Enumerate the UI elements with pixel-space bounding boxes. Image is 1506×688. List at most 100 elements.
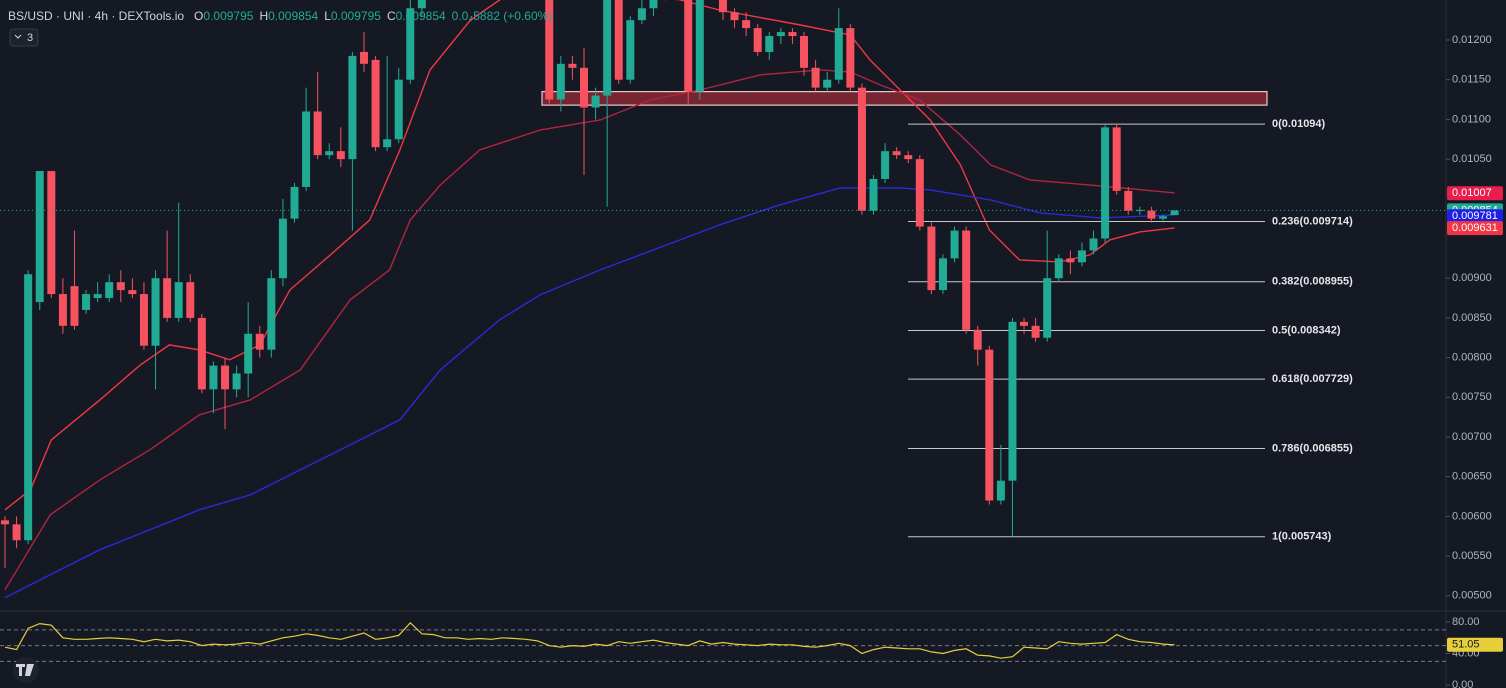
legend-change: 0.0₄5882 (+0.60%): [452, 9, 553, 23]
candle-body: [406, 8, 415, 80]
candle-body: [695, 0, 704, 92]
candle-body: [1066, 258, 1075, 263]
candle-body: [881, 151, 890, 179]
candle-body: [70, 286, 79, 326]
price-label-box: [1447, 186, 1503, 201]
candle-body: [116, 282, 125, 291]
indicator-toggle[interactable]: [9, 28, 39, 47]
legend-key: L: [324, 9, 331, 23]
candle-body: [603, 0, 612, 96]
candle-body: [1031, 325, 1040, 338]
fib-label: 0.236(0.009714): [1272, 215, 1353, 227]
legend-key: H: [259, 9, 268, 23]
candle-body: [290, 186, 299, 219]
candle-body: [174, 282, 183, 318]
y-tick-label: 0.00650: [1452, 471, 1492, 483]
candle-body: [614, 0, 623, 80]
fib-label: 1(0.005743): [1272, 531, 1332, 543]
candle-body: [244, 333, 253, 374]
price-axis: 0.012000.011500.011000.010500.009000.008…: [1446, 34, 1503, 688]
candle-body: [834, 28, 843, 80]
legend-key: O: [194, 9, 203, 23]
y-tick-label: 0.00600: [1452, 510, 1492, 522]
candle-body: [626, 20, 635, 80]
candle-body: [348, 55, 357, 160]
candle-body: [950, 230, 959, 259]
candle-body: [1043, 278, 1052, 338]
candle-body: [776, 32, 785, 37]
candle-body: [857, 87, 866, 211]
candle-body: [12, 524, 21, 541]
candle-body: [359, 51, 368, 64]
candle-body: [313, 111, 322, 156]
candle-body: [649, 0, 658, 9]
fib-label: 0.786(0.006855): [1272, 442, 1353, 454]
candle-body: [417, 0, 426, 9]
candle-body: [336, 151, 345, 160]
candle-body: [1020, 321, 1029, 326]
moving-average: [4, 69, 1175, 591]
y-tick-label: 0.00500: [1452, 590, 1492, 602]
legend-value: 0.009795: [331, 9, 381, 23]
legend-value: 0.009854: [396, 9, 446, 23]
legend-key: C: [387, 9, 396, 23]
candle-body: [788, 32, 797, 37]
candle-body: [221, 365, 230, 390]
moving-average: [4, 0, 1175, 511]
candle-body: [973, 329, 982, 350]
candle-body: [892, 151, 901, 156]
price-label-box: [1447, 221, 1503, 236]
rsi-pane: [0, 621, 1446, 662]
candle-body: [556, 63, 565, 100]
candle-body: [1089, 238, 1098, 251]
rsi-line: [4, 621, 1175, 659]
candle-body: [151, 278, 160, 346]
fib-label: 0.382(0.008955): [1272, 276, 1353, 288]
candle-body: [985, 349, 994, 501]
candle-body: [163, 278, 172, 318]
candle-body: [186, 282, 195, 318]
candle-body: [302, 111, 311, 187]
candle-body: [47, 171, 56, 295]
chevron-icon: [14, 34, 22, 39]
candle-body: [580, 67, 588, 108]
candle-body: [1, 520, 9, 525]
price-pane: 0(0.01094) 0.236(0.009714) 0.382(0.008955)…: [0, 0, 1446, 599]
candle-body: [800, 36, 809, 68]
candle-body: [1135, 209, 1144, 211]
candle-body: [753, 28, 762, 52]
candle-body: [568, 63, 577, 68]
indicator-count: 3: [27, 32, 33, 44]
candle-body: [383, 139, 392, 148]
candle-body: [637, 8, 646, 21]
rsi-tick-label: 80.00: [1452, 616, 1480, 628]
price-label: 0.009781: [1452, 210, 1498, 222]
tv-logo: [13, 657, 39, 683]
candle-body: [394, 79, 403, 140]
candle-body: [232, 373, 241, 390]
candle-body: [58, 294, 67, 326]
fib-label: 0.5(0.008342): [1272, 324, 1341, 336]
candle-body: [823, 79, 832, 88]
candle-body: [325, 151, 334, 156]
candle-body: [718, 0, 727, 13]
candle-body: [139, 294, 148, 346]
symbol: BS/USD · UNI · 4h · DEXTools.io: [8, 9, 184, 23]
price-label: 0.009631: [1452, 222, 1498, 234]
candle-body: [128, 290, 137, 295]
y-tick-label: 0.00800: [1452, 352, 1492, 364]
price-label: 0.01007: [1452, 187, 1492, 199]
candle-body: [1077, 250, 1086, 263]
candle-body: [1170, 210, 1179, 216]
candle-body: [24, 274, 33, 541]
candle-body: [209, 365, 218, 390]
candle-body: [938, 258, 947, 291]
candle-body: [1112, 127, 1121, 191]
candle-body: [255, 333, 264, 350]
y-tick-label: 0.01050: [1452, 153, 1492, 165]
y-tick-label: 0.01100: [1452, 113, 1491, 125]
candle-body: [996, 480, 1005, 501]
rsi-label-box: [1447, 637, 1503, 652]
y-tick-label: 0.00550: [1452, 550, 1492, 562]
